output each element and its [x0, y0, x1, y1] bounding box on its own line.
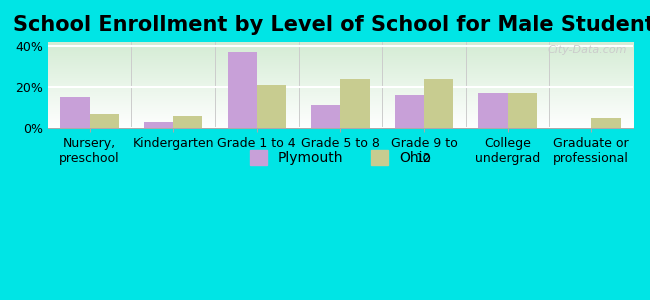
Title: School Enrollment by Level of School for Male Students: School Enrollment by Level of School for…: [13, 15, 650, 35]
Bar: [173, 116, 202, 128]
Bar: [478, 93, 508, 128]
Bar: [144, 122, 173, 128]
Bar: [341, 79, 370, 128]
Bar: [90, 114, 119, 128]
Text: City-Data.com: City-Data.com: [548, 45, 627, 55]
Bar: [227, 52, 257, 128]
Bar: [508, 93, 537, 128]
Bar: [424, 79, 453, 128]
Bar: [257, 85, 286, 128]
Legend: Plymouth, Ohio: Plymouth, Ohio: [244, 145, 436, 171]
Bar: [592, 118, 621, 128]
Bar: [395, 95, 424, 128]
Bar: [311, 106, 341, 128]
Bar: [60, 97, 90, 128]
